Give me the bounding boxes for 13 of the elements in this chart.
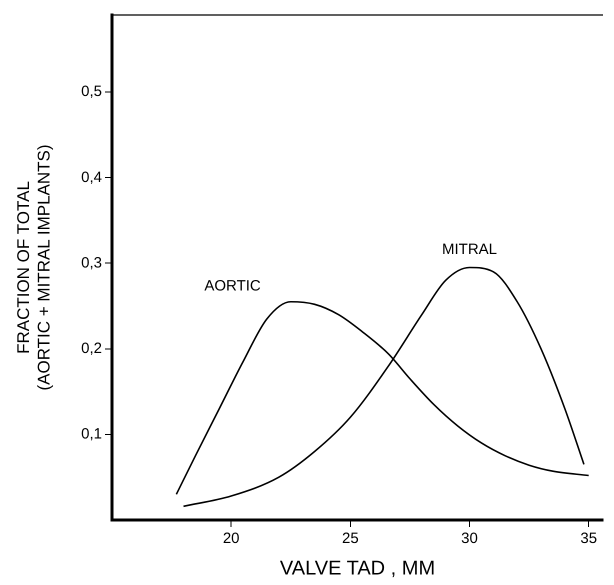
x-axis-title: VALVE TAD , MM bbox=[280, 558, 436, 580]
y-tick-label: 0,4 bbox=[81, 168, 102, 186]
x-tick-label: 20 bbox=[222, 530, 240, 548]
y-tick-label: 0,2 bbox=[81, 340, 102, 357]
y-tick-label: 0,3 bbox=[81, 254, 102, 272]
x-tick-label: 35 bbox=[580, 530, 598, 548]
series-label: MITRAL bbox=[442, 241, 498, 258]
y-tick-label: 0,1 bbox=[81, 426, 102, 443]
y-axis-title: FRACTION OF TOTAL (AORTIC + MITRAL IMPLANTS) bbox=[14, 144, 54, 391]
x-tick-label: 30 bbox=[461, 530, 478, 548]
x-tick-label: 25 bbox=[342, 530, 359, 548]
y-tick-label: 0,5 bbox=[81, 83, 102, 100]
series-label: AORTIC bbox=[204, 277, 261, 294]
